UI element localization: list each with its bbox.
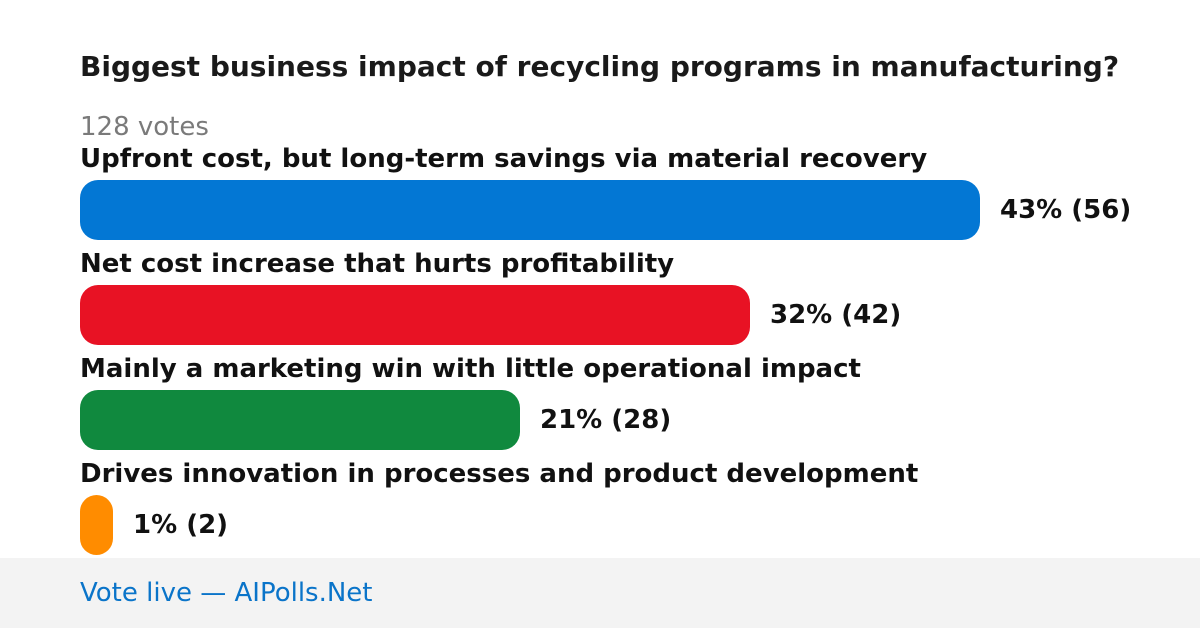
poll-option: Mainly a marketing win with little opera… <box>80 354 1180 454</box>
vote-live-link[interactable]: Vote live — AIPolls.Net <box>80 578 373 608</box>
result-bar <box>80 390 520 450</box>
poll-title: Biggest business impact of recycling pro… <box>80 50 1120 83</box>
result-bar <box>80 495 113 555</box>
option-label: Drives innovation in processes and produ… <box>80 459 919 489</box>
option-label: Mainly a marketing win with little opera… <box>80 354 861 384</box>
result-bar <box>80 180 980 240</box>
poll-option: Upfront cost, but long-term savings via … <box>80 144 1180 244</box>
option-label: Upfront cost, but long-term savings via … <box>80 144 928 174</box>
result-value-label: 1% (2) <box>133 510 229 540</box>
result-value-label: 43% (56) <box>1000 195 1132 225</box>
vote-count: 128 votes <box>80 112 209 142</box>
result-value-label: 21% (28) <box>540 405 672 435</box>
result-value-label: 32% (42) <box>770 300 902 330</box>
poll-option: Drives innovation in processes and produ… <box>80 459 1180 559</box>
result-bar <box>80 285 750 345</box>
poll-option: Net cost increase that hurts profitabili… <box>80 249 1180 349</box>
option-label: Net cost increase that hurts profitabili… <box>80 249 675 279</box>
footer-bar: Vote live — AIPolls.Net <box>0 558 1200 628</box>
